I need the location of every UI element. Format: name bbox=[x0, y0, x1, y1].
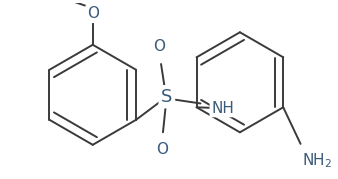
Text: O: O bbox=[87, 6, 99, 21]
Text: NH: NH bbox=[211, 101, 234, 116]
Text: O: O bbox=[153, 39, 165, 54]
Text: S: S bbox=[161, 88, 172, 106]
Text: NH$_2$: NH$_2$ bbox=[303, 152, 333, 170]
Text: O: O bbox=[156, 142, 168, 157]
